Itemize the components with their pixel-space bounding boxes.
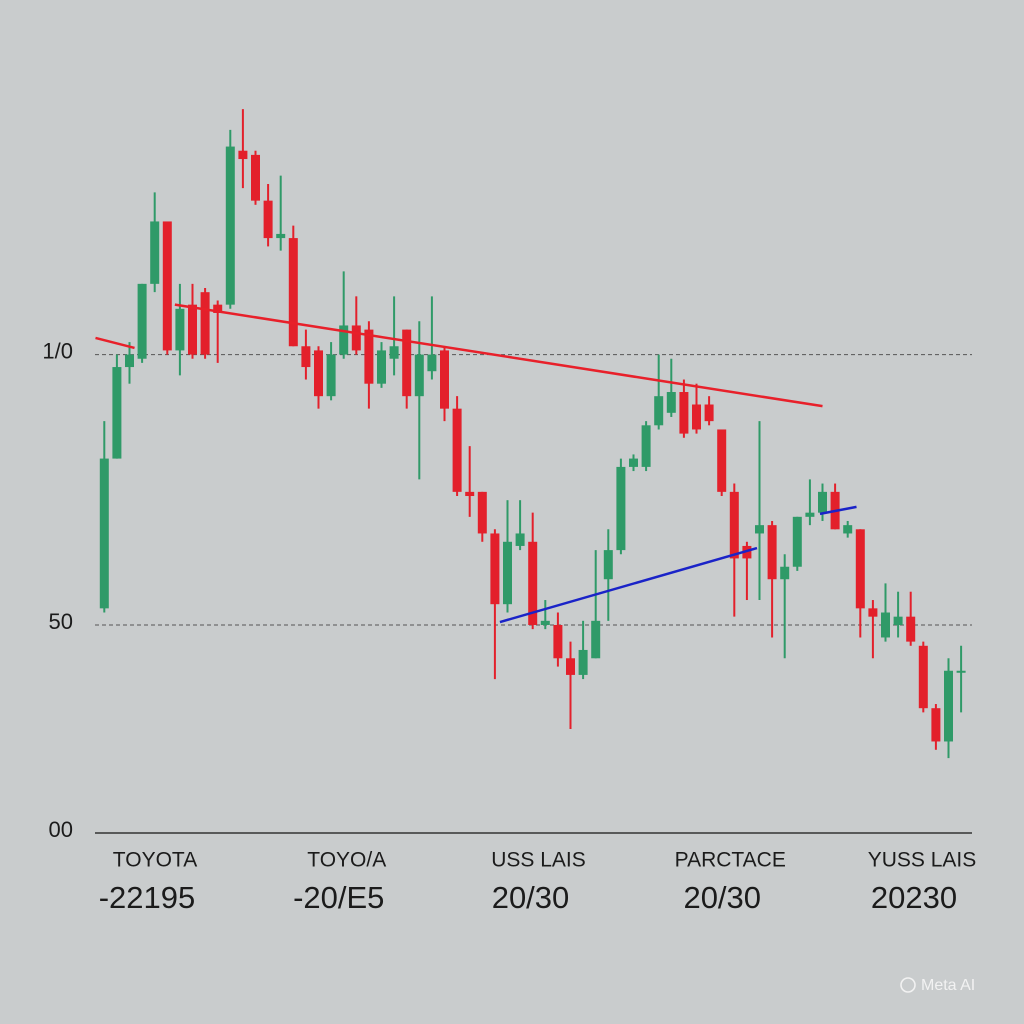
candle-body bbox=[238, 150, 248, 160]
candle-body bbox=[906, 616, 916, 642]
candle-body bbox=[528, 541, 538, 625]
candle-body bbox=[276, 233, 286, 239]
candle-body bbox=[112, 367, 122, 459]
y-tick-label: 00 bbox=[49, 817, 73, 842]
x-label-name: PARCTACE bbox=[675, 849, 786, 872]
candle-body bbox=[414, 354, 424, 397]
x-label-name: USS LAIS bbox=[491, 849, 586, 872]
candle-body bbox=[666, 392, 676, 413]
candle-body bbox=[616, 466, 626, 551]
candle-body bbox=[125, 354, 134, 368]
candle-body bbox=[591, 620, 601, 659]
candle-body bbox=[956, 670, 966, 673]
watermark-text: Meta AI bbox=[921, 977, 975, 994]
candle-body bbox=[402, 329, 412, 397]
trend-line bbox=[95, 336, 135, 350]
candle-body bbox=[188, 304, 197, 355]
candle-body bbox=[629, 458, 638, 467]
candle-body bbox=[175, 308, 185, 351]
candle-body bbox=[137, 283, 147, 359]
trend-line bbox=[819, 505, 857, 516]
y-tick-label: 1/0 bbox=[42, 338, 73, 363]
candle-body bbox=[792, 516, 802, 567]
trend-line bbox=[499, 546, 758, 624]
candle-body bbox=[200, 292, 210, 355]
candle-body bbox=[767, 525, 777, 580]
candle-body bbox=[654, 396, 664, 426]
candle-body bbox=[150, 221, 160, 284]
x-label-name: TOYO/A bbox=[307, 849, 386, 872]
candle-body bbox=[288, 238, 298, 347]
candle-body bbox=[553, 624, 563, 659]
watermark-icon bbox=[900, 977, 916, 993]
candle-body bbox=[855, 529, 865, 609]
candle-body bbox=[729, 491, 739, 559]
candle-body bbox=[301, 346, 311, 368]
candle-body bbox=[881, 612, 890, 638]
x-label-date: 20230 bbox=[871, 880, 957, 915]
candle-body bbox=[780, 566, 790, 580]
trend-line bbox=[174, 303, 823, 408]
candle-body bbox=[893, 616, 903, 625]
candle-body bbox=[389, 346, 399, 359]
candle-body bbox=[364, 329, 374, 384]
y-tick-label: 50 bbox=[49, 609, 73, 634]
candle-body bbox=[377, 350, 386, 384]
candle-body bbox=[931, 708, 941, 742]
x-label-name: YUSS LAIS bbox=[868, 849, 977, 872]
candle-body bbox=[868, 608, 878, 617]
candle-body bbox=[603, 550, 613, 580]
candle-body bbox=[339, 325, 349, 355]
candle-body bbox=[503, 541, 512, 605]
candle-body bbox=[540, 620, 550, 625]
candle-body bbox=[692, 404, 701, 430]
candle-body bbox=[225, 146, 235, 305]
candle-body bbox=[314, 350, 323, 397]
candle-body bbox=[427, 354, 437, 372]
candle-body bbox=[162, 221, 172, 351]
candle-body bbox=[578, 649, 588, 675]
candle-body bbox=[566, 658, 575, 675]
candle-body bbox=[944, 670, 953, 742]
candle-body bbox=[704, 404, 714, 422]
candle-body bbox=[477, 491, 487, 534]
candle-body bbox=[641, 425, 651, 467]
x-label-date: 20/30 bbox=[683, 880, 761, 915]
candle-body bbox=[818, 491, 827, 513]
candle-body bbox=[515, 533, 525, 546]
candle-body bbox=[326, 354, 336, 397]
x-label-name: TOYOTA bbox=[113, 849, 197, 872]
candle-body bbox=[452, 408, 462, 492]
candle-body bbox=[717, 429, 727, 492]
candle-body bbox=[490, 533, 500, 605]
x-label-date: -22195 bbox=[99, 880, 196, 915]
candle-body bbox=[213, 304, 223, 313]
candle-body bbox=[263, 200, 273, 239]
candle-body bbox=[99, 458, 109, 609]
candle-body bbox=[440, 350, 449, 409]
x-label-date: -20/E5 bbox=[293, 880, 384, 915]
candle-body bbox=[805, 512, 815, 517]
candle-body bbox=[351, 325, 361, 351]
watermark: Meta AI bbox=[900, 977, 975, 994]
candle-body bbox=[679, 392, 689, 434]
candle-body bbox=[251, 154, 260, 201]
candle-body bbox=[465, 491, 475, 497]
x-label-date: 20/30 bbox=[492, 880, 570, 915]
candle-body bbox=[918, 645, 928, 709]
candle-body bbox=[843, 525, 853, 534]
candle-body bbox=[755, 525, 764, 534]
